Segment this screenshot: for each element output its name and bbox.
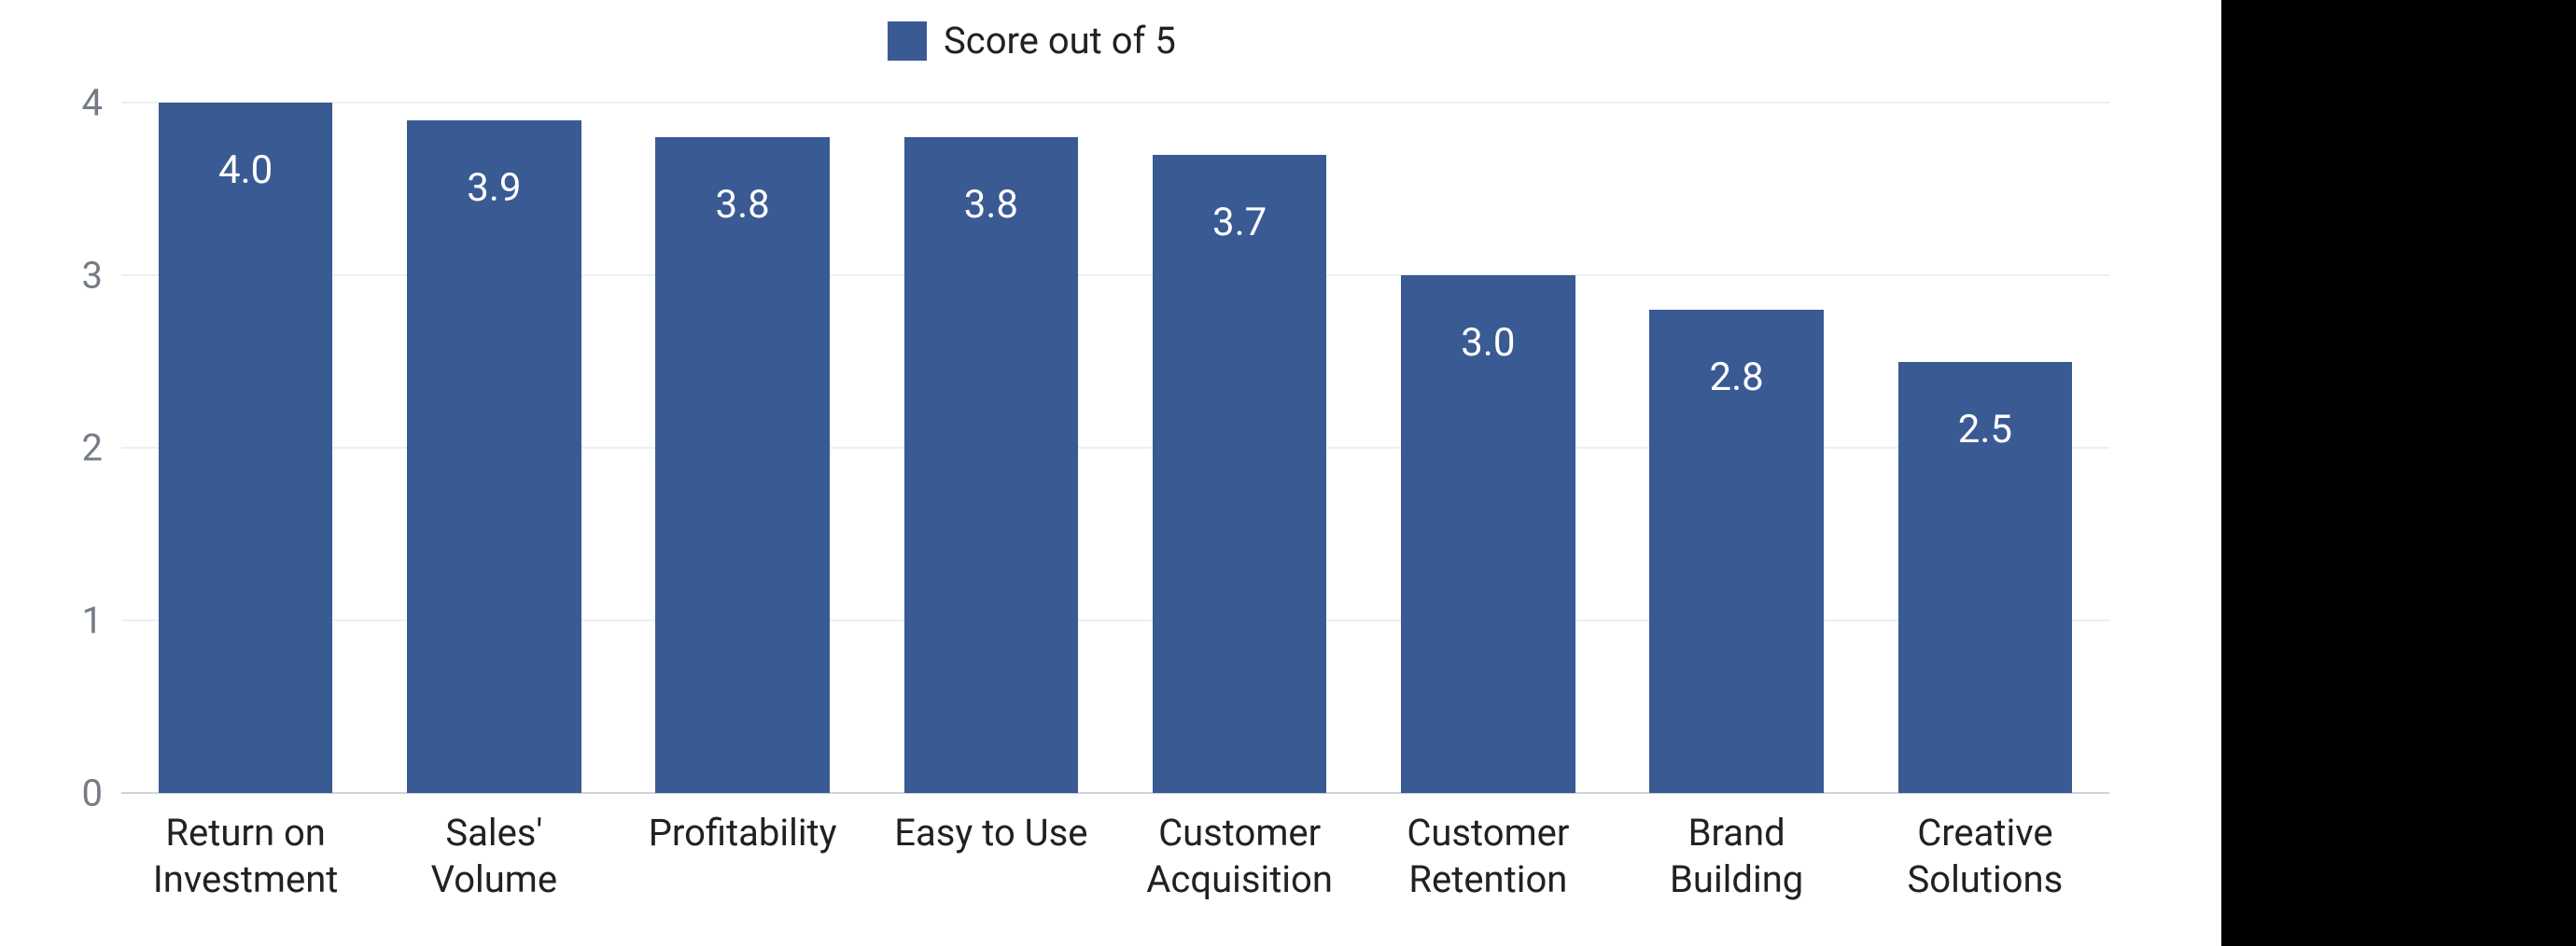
chart-legend: Score out of 5 [888, 19, 1176, 63]
right-black-band [2221, 0, 2576, 946]
x-category-label: Easy to Use [867, 810, 1115, 856]
chart-bars: 4.0 3.9 3.8 3.8 3.7 3.0 2.8 2.5 [121, 103, 2109, 793]
legend-swatch [888, 21, 927, 61]
bar: 3.0 [1401, 275, 1575, 793]
bar-value-label: 2.8 [1709, 355, 1763, 400]
bar: 4.0 [159, 103, 332, 793]
x-category-label: Sales' Volume [370, 810, 618, 903]
bar: 3.8 [655, 137, 829, 793]
bar-value-label: 3.9 [467, 165, 521, 211]
x-category-label: Profitability [619, 810, 867, 856]
ytick-label: 1 [37, 599, 103, 643]
ytick-label: 3 [37, 254, 103, 298]
bar-value-label: 3.8 [964, 182, 1018, 228]
chart-plot: 4.0 3.9 3.8 3.8 3.7 3.0 2.8 2.5 [121, 103, 2109, 793]
bar-value-label: 3.0 [1461, 320, 1515, 366]
bar: 2.8 [1649, 310, 1823, 793]
x-category-label: Return on Investment [121, 810, 370, 903]
x-category-label: Creative Solutions [1861, 810, 2109, 903]
bar: 2.5 [1898, 362, 2072, 794]
bar: 3.7 [1153, 155, 1326, 794]
chart-stage: Score out of 5 4.03.93.83.83.73.02.82.5 … [0, 0, 2576, 946]
legend-label: Score out of 5 [944, 19, 1176, 63]
ytick-label: 2 [37, 426, 103, 470]
bar-value-label: 3.7 [1212, 200, 1267, 245]
bar-value-label: 2.5 [1958, 407, 2012, 452]
x-category-label: Customer Retention [1364, 810, 1612, 903]
x-category-label: Customer Acquisition [1115, 810, 1364, 903]
ytick-label: 0 [37, 772, 103, 815]
bar-value-label: 3.8 [715, 182, 769, 228]
bar: 3.8 [904, 137, 1078, 793]
bar: 3.9 [407, 120, 581, 794]
x-category-label: Brand Building [1613, 810, 1861, 903]
bar-value-label: 4.0 [218, 147, 273, 193]
ytick-label: 4 [37, 81, 103, 125]
